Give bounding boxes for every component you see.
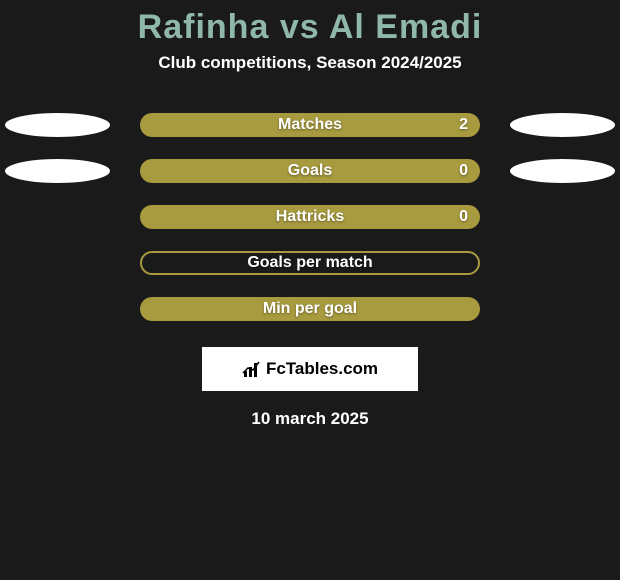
- stat-bar-goals-per-match: Goals per match: [140, 251, 480, 275]
- stat-value: 0: [459, 159, 468, 183]
- date: 10 march 2025: [0, 409, 620, 429]
- stat-value: 2: [459, 113, 468, 137]
- stat-row: Matches 2: [0, 113, 620, 137]
- stat-value: 0: [459, 205, 468, 229]
- left-ellipse: [5, 159, 110, 183]
- stat-row: Min per goal: [0, 297, 620, 321]
- stat-label: Hattricks: [140, 205, 480, 229]
- bar-wrap: Hattricks 0: [140, 205, 480, 229]
- bar-wrap: Goals per match: [140, 251, 480, 275]
- title-vs: vs: [280, 8, 320, 46]
- stat-row: Goals 0: [0, 159, 620, 183]
- stat-label: Goals per match: [142, 251, 478, 275]
- bar-wrap: Min per goal: [140, 297, 480, 321]
- page-title: Rafinha vs Al Emadi: [0, 8, 620, 47]
- stat-row: Goals per match: [0, 251, 620, 275]
- stat-bar-goals: Goals 0: [140, 159, 480, 183]
- logo-box: FcTables.com: [202, 347, 418, 391]
- container: Rafinha vs Al Emadi Club competitions, S…: [0, 0, 620, 429]
- stat-label: Min per goal: [140, 297, 480, 321]
- title-player2: Al Emadi: [329, 8, 482, 46]
- right-ellipse: [510, 159, 615, 183]
- subtitle: Club competitions, Season 2024/2025: [0, 53, 620, 73]
- bar-wrap: Matches 2: [140, 113, 480, 137]
- stat-bar-hattricks: Hattricks 0: [140, 205, 480, 229]
- stat-label: Goals: [140, 159, 480, 183]
- left-ellipse: [5, 113, 110, 137]
- stat-row: Hattricks 0: [0, 205, 620, 229]
- logo[interactable]: FcTables.com: [242, 359, 378, 379]
- stat-label: Matches: [140, 113, 480, 137]
- stat-bar-matches: Matches 2: [140, 113, 480, 137]
- logo-text: FcTables.com: [266, 359, 378, 379]
- stat-bar-min-per-goal: Min per goal: [140, 297, 480, 321]
- right-ellipse: [510, 113, 615, 137]
- bar-chart-icon: [242, 359, 262, 379]
- bar-wrap: Goals 0: [140, 159, 480, 183]
- title-player1: Rafinha: [138, 8, 270, 46]
